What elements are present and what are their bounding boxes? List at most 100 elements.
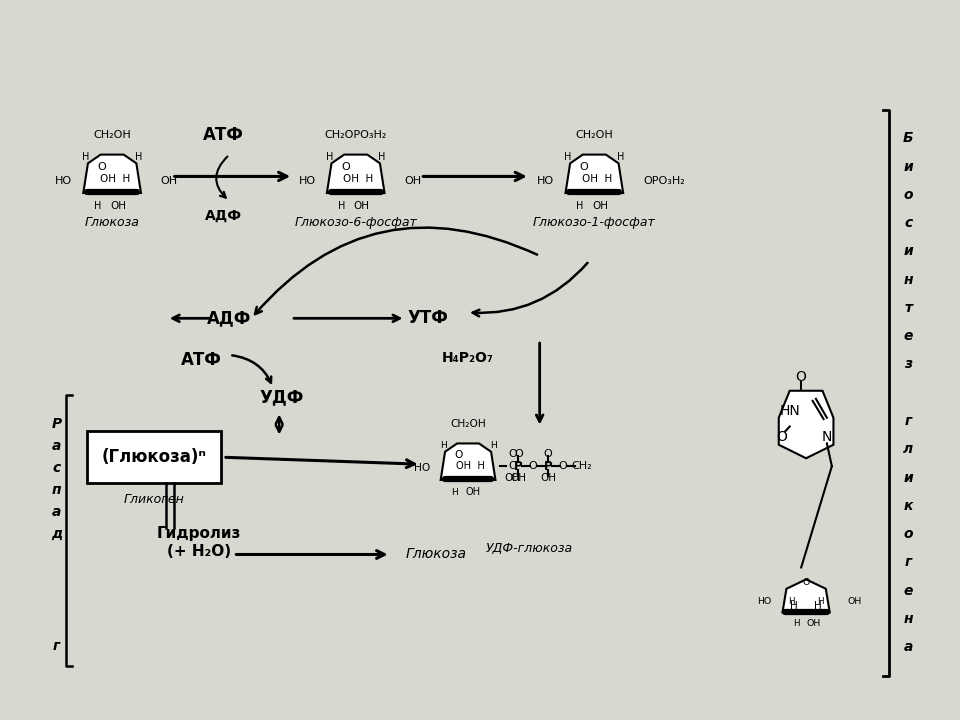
Text: H: H xyxy=(83,153,89,163)
FancyArrowPatch shape xyxy=(472,263,588,316)
Text: OH  H: OH H xyxy=(100,174,131,184)
Text: CH₂OPO₃H₂: CH₂OPO₃H₂ xyxy=(324,130,387,140)
Text: H: H xyxy=(451,487,458,497)
Text: H: H xyxy=(814,601,822,611)
Text: OH  H: OH H xyxy=(456,462,485,472)
Text: Глюкозо-1-фосфат: Глюкозо-1-фосфат xyxy=(533,216,656,229)
Text: г: г xyxy=(905,555,912,570)
Text: OH: OH xyxy=(511,473,526,483)
Text: O: O xyxy=(514,449,522,459)
Text: H: H xyxy=(818,598,825,606)
Text: HO: HO xyxy=(757,598,772,606)
Text: н: н xyxy=(903,273,913,287)
Text: O: O xyxy=(97,162,107,172)
Text: Гидролиз
(+ Н₂О): Гидролиз (+ Н₂О) xyxy=(156,526,241,559)
Text: O: O xyxy=(559,462,567,472)
Polygon shape xyxy=(779,391,833,458)
Text: H: H xyxy=(325,153,333,163)
Text: OH: OH xyxy=(353,201,370,211)
Text: OH: OH xyxy=(540,473,556,483)
Text: HN: HN xyxy=(780,404,800,418)
Text: HO: HO xyxy=(537,176,554,186)
Text: АДФ: АДФ xyxy=(207,310,252,328)
Polygon shape xyxy=(565,155,623,193)
Text: з: з xyxy=(904,357,913,372)
Text: АТФ: АТФ xyxy=(181,351,222,369)
Text: о: о xyxy=(903,527,913,541)
Text: O: O xyxy=(508,449,516,459)
Text: H: H xyxy=(564,153,572,163)
Text: H: H xyxy=(617,153,624,163)
Text: и: и xyxy=(903,244,913,258)
Text: и: и xyxy=(903,160,913,174)
Polygon shape xyxy=(327,155,385,193)
Text: HO: HO xyxy=(55,176,72,186)
Text: O: O xyxy=(454,450,463,460)
Text: CH₂OH: CH₂OH xyxy=(575,130,613,140)
Text: Глюкоза: Глюкоза xyxy=(405,547,467,562)
Text: OH: OH xyxy=(161,176,178,186)
Text: г: г xyxy=(905,414,912,428)
Text: OH: OH xyxy=(109,201,126,211)
Text: O: O xyxy=(508,462,516,472)
Text: Н₄Р₂О₇: Н₄Р₂О₇ xyxy=(442,351,494,365)
Polygon shape xyxy=(782,580,829,613)
Text: Б: Б xyxy=(903,131,914,145)
Text: H: H xyxy=(788,598,795,606)
FancyArrowPatch shape xyxy=(255,228,538,314)
Text: H: H xyxy=(440,441,446,450)
Text: OH: OH xyxy=(848,598,862,606)
Text: т: т xyxy=(904,301,913,315)
Text: CH₂OH: CH₂OH xyxy=(93,130,131,140)
FancyArrowPatch shape xyxy=(216,156,228,198)
Text: O: O xyxy=(803,578,810,587)
Text: с: с xyxy=(904,216,913,230)
Text: H: H xyxy=(378,153,386,163)
Text: к: к xyxy=(903,499,913,513)
Text: H: H xyxy=(576,201,584,211)
Text: CH₂: CH₂ xyxy=(571,462,592,472)
Text: п: п xyxy=(52,483,61,497)
Text: O: O xyxy=(795,370,806,384)
FancyBboxPatch shape xyxy=(86,431,221,483)
Text: АДФ: АДФ xyxy=(204,209,242,223)
Text: д: д xyxy=(51,526,62,541)
Text: OH: OH xyxy=(504,473,520,483)
Text: H: H xyxy=(790,601,798,611)
Text: O: O xyxy=(341,162,349,172)
Text: H: H xyxy=(134,153,142,163)
Text: OH: OH xyxy=(592,201,608,211)
Text: OH: OH xyxy=(404,176,421,186)
Text: H: H xyxy=(94,201,102,211)
Text: е: е xyxy=(903,329,913,343)
Text: УДФ: УДФ xyxy=(259,389,303,407)
Text: O: O xyxy=(543,449,553,459)
Text: Р: Р xyxy=(52,418,61,431)
Text: Глюкозо-6-фосфат: Глюкозо-6-фосфат xyxy=(295,216,417,229)
FancyArrowPatch shape xyxy=(232,356,271,383)
Polygon shape xyxy=(441,444,495,480)
Text: HO: HO xyxy=(299,176,316,186)
Text: а: а xyxy=(52,439,61,454)
Text: OH  H: OH H xyxy=(582,174,612,184)
Text: O: O xyxy=(529,462,538,472)
Text: H: H xyxy=(490,441,496,450)
Text: OH  H: OH H xyxy=(344,174,373,184)
Text: о: о xyxy=(903,188,913,202)
Text: АТФ: АТФ xyxy=(204,126,244,144)
Text: CH₂OH: CH₂OH xyxy=(450,419,486,429)
Text: H: H xyxy=(793,618,800,628)
Text: Гликоген: Гликоген xyxy=(124,493,184,506)
Text: OPO₃H₂: OPO₃H₂ xyxy=(643,176,684,186)
Text: УДФ-глюкоза: УДФ-глюкоза xyxy=(486,542,573,555)
Text: P: P xyxy=(514,460,522,473)
Text: и: и xyxy=(903,471,913,485)
Text: Глюкоза: Глюкоза xyxy=(84,216,139,229)
Text: O: O xyxy=(776,430,787,444)
Text: HO: HO xyxy=(414,464,430,473)
Text: H: H xyxy=(338,201,345,211)
Polygon shape xyxy=(84,155,141,193)
Text: е: е xyxy=(903,584,913,598)
Text: а: а xyxy=(52,505,61,519)
Text: P: P xyxy=(544,460,552,473)
